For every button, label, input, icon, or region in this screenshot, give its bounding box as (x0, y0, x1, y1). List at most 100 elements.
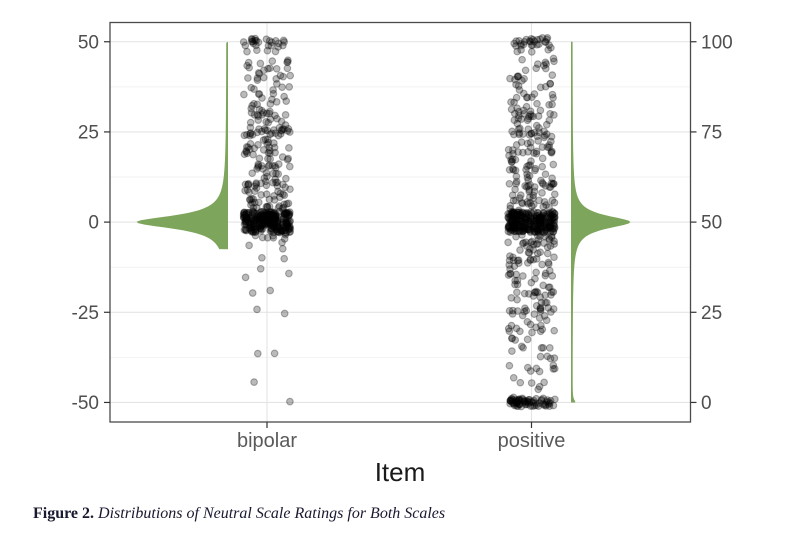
data-point (524, 199, 532, 208)
data-point (262, 212, 271, 220)
data-point (529, 200, 538, 209)
data-point (547, 209, 555, 218)
data-point (533, 225, 542, 234)
data-point (242, 147, 251, 155)
data-point (538, 34, 547, 42)
data-point (514, 215, 522, 224)
data-point (270, 349, 279, 358)
data-point (281, 121, 290, 129)
data-point (533, 249, 542, 258)
data-point (284, 199, 293, 208)
axis-ticks (104, 41, 697, 428)
data-point (264, 162, 273, 170)
data-point (537, 213, 546, 222)
data-point (265, 202, 274, 211)
data-point (541, 182, 550, 190)
data-point (258, 106, 266, 115)
data-point (505, 222, 514, 231)
data-point (548, 71, 557, 79)
data-point (550, 209, 559, 218)
data-point (509, 196, 518, 205)
data-point (542, 201, 550, 209)
data-point (280, 235, 289, 243)
data-point (549, 288, 558, 296)
data-point (545, 283, 554, 292)
data-point (285, 208, 294, 216)
data-point (516, 40, 525, 48)
data-point (538, 211, 547, 220)
data-point (242, 220, 250, 229)
data-point (512, 398, 520, 407)
data-point (257, 211, 266, 219)
data-point (269, 86, 277, 94)
data-point (264, 64, 272, 73)
data-point (540, 228, 549, 236)
data-point (281, 226, 289, 235)
data-point (508, 211, 517, 219)
data-point (506, 399, 514, 408)
data-point (252, 203, 261, 212)
data-point (286, 185, 294, 194)
data-point (549, 208, 558, 217)
data-point (530, 37, 539, 46)
data-point (264, 219, 273, 228)
data-point (519, 223, 527, 231)
data-point (254, 218, 263, 226)
data-point (273, 212, 282, 220)
data-point (541, 298, 550, 307)
data-point (510, 116, 519, 125)
data-point (524, 125, 533, 134)
data-point (550, 198, 559, 207)
data-point (269, 178, 277, 187)
data-point (517, 217, 525, 226)
data-point (508, 310, 517, 318)
data-point (246, 223, 254, 232)
data-point (545, 116, 554, 125)
data-point (255, 224, 264, 233)
data-point (266, 100, 275, 108)
data-point (541, 218, 550, 227)
y-tick-label-right: 0 (701, 393, 712, 414)
data-point (258, 94, 266, 102)
data-point (547, 308, 555, 316)
data-point (271, 162, 279, 170)
data-point (259, 208, 268, 217)
data-point (246, 123, 255, 132)
data-point (521, 400, 530, 409)
data-point (267, 129, 276, 138)
data-point (539, 343, 547, 352)
data-point (239, 213, 248, 222)
data-point (282, 219, 290, 227)
data-point (262, 217, 271, 226)
data-point (285, 225, 293, 234)
data-point (544, 217, 553, 226)
data-point (280, 223, 289, 231)
data-point (263, 135, 272, 144)
data-point (536, 305, 545, 314)
data-point (252, 179, 261, 187)
data-point (528, 215, 537, 224)
data-point (539, 219, 547, 228)
data-point (506, 396, 515, 405)
data-point (248, 289, 257, 297)
data-point (544, 45, 553, 54)
data-point (517, 41, 525, 50)
data-point (515, 217, 523, 225)
data-point (285, 222, 294, 231)
data-point (530, 90, 539, 98)
data-point (504, 145, 513, 154)
data-point (531, 166, 539, 175)
data-point (515, 210, 524, 219)
data-point (535, 220, 544, 229)
data-point (546, 222, 555, 231)
data-point (265, 37, 274, 45)
data-point (525, 218, 534, 227)
data-point (278, 224, 287, 232)
data-point (550, 209, 559, 218)
data-point (539, 180, 547, 188)
data-point (541, 64, 550, 73)
data-point (509, 212, 518, 221)
data-point (268, 215, 276, 224)
data-point (532, 212, 541, 221)
data-point (532, 323, 540, 332)
